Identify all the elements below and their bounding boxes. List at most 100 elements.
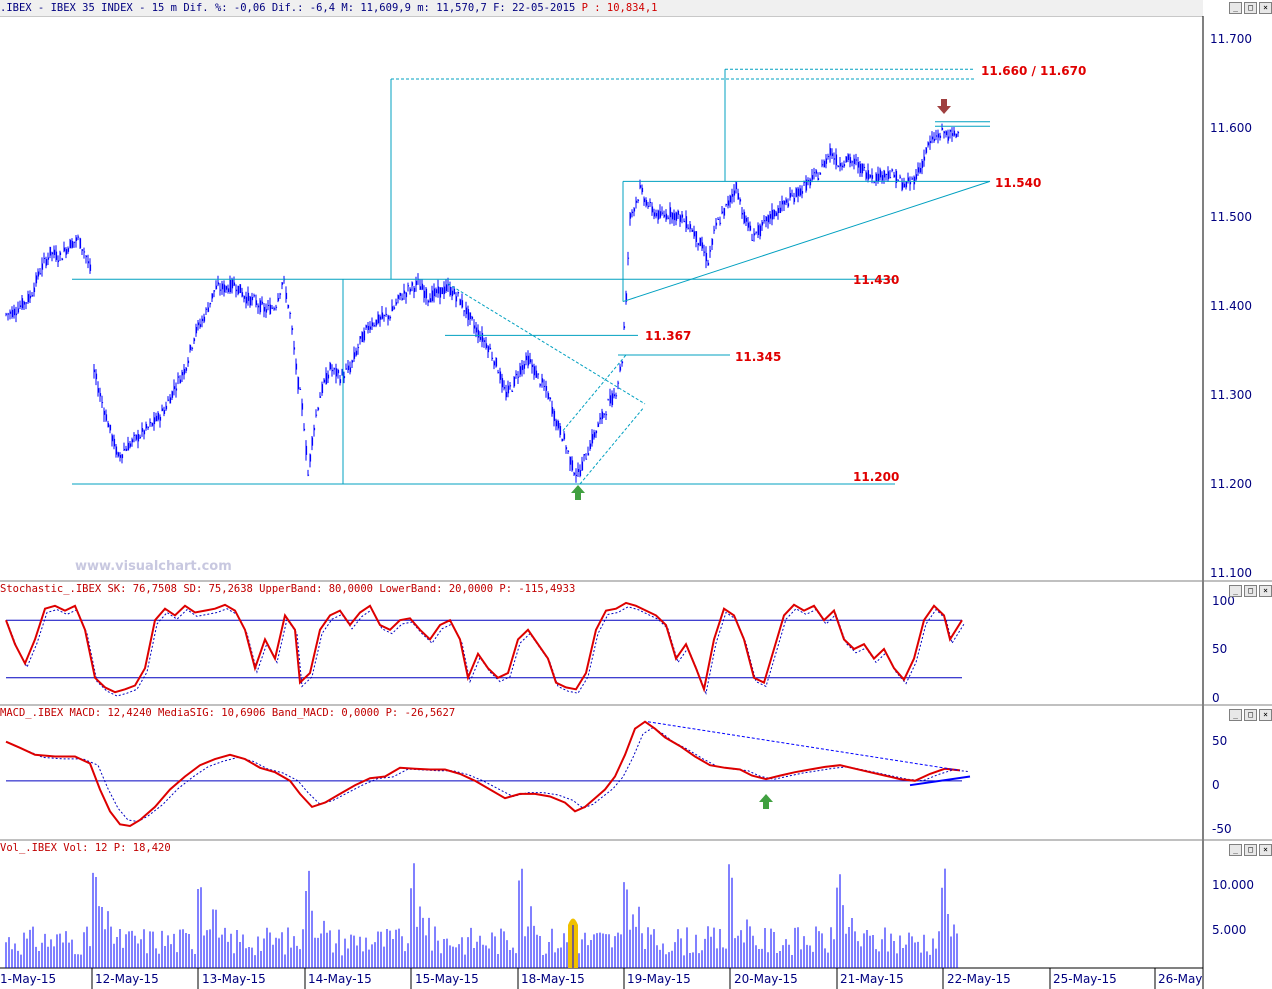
price-body xyxy=(587,453,590,456)
price-body xyxy=(749,225,752,231)
price-body xyxy=(169,397,172,404)
close-icon[interactable]: × xyxy=(1259,844,1272,856)
price-body xyxy=(425,288,428,299)
price-body xyxy=(537,373,540,375)
price-body xyxy=(795,188,798,197)
price-body xyxy=(65,249,68,255)
price-body xyxy=(19,305,22,308)
price-body xyxy=(519,366,522,375)
price-body xyxy=(255,300,258,305)
price-body xyxy=(565,447,568,450)
price-body xyxy=(419,286,422,290)
price-tick: 11.100 xyxy=(1210,566,1252,580)
price-body xyxy=(379,316,382,320)
price-body xyxy=(923,156,926,161)
price-body xyxy=(595,430,598,434)
price-body xyxy=(59,252,62,256)
price-body xyxy=(481,332,484,342)
price-body xyxy=(727,200,730,206)
price-body xyxy=(929,141,932,143)
price-body xyxy=(85,255,88,258)
price-body xyxy=(875,173,878,182)
price-body xyxy=(393,307,396,309)
price-body xyxy=(135,434,138,440)
price-body xyxy=(947,136,950,141)
price-body xyxy=(265,309,268,313)
minimize-icon[interactable]: _ xyxy=(1229,844,1242,856)
level-label-11540: 11.540 xyxy=(995,176,1041,190)
price-body xyxy=(863,166,866,168)
date-tick: 20-May-15 xyxy=(734,972,798,986)
restore-icon[interactable]: □ xyxy=(1244,844,1257,856)
price-body xyxy=(913,176,916,185)
price-body xyxy=(807,179,810,181)
price-body xyxy=(693,231,696,237)
price-body xyxy=(479,336,482,340)
price-body xyxy=(77,236,80,238)
close-icon[interactable]: × xyxy=(1259,2,1272,14)
price-body xyxy=(855,159,858,161)
sk-line xyxy=(5,601,963,694)
price-body xyxy=(377,314,380,324)
restore-icon[interactable]: □ xyxy=(1244,709,1257,721)
stoch-tick: 100 xyxy=(1212,594,1235,608)
price-body xyxy=(219,289,222,291)
price-body xyxy=(421,283,424,290)
price-body xyxy=(195,326,198,334)
price-body xyxy=(515,373,518,376)
price-body xyxy=(711,239,714,245)
price-body xyxy=(839,163,842,167)
price-body xyxy=(715,222,718,226)
price-body xyxy=(743,211,746,223)
minimize-icon[interactable]: _ xyxy=(1229,2,1242,14)
macd-trend-line xyxy=(909,775,971,787)
price-body xyxy=(741,212,744,215)
price-body xyxy=(941,127,944,130)
price-body xyxy=(859,163,862,174)
price-body xyxy=(955,133,958,138)
price-body xyxy=(551,406,554,414)
date-tick: 19-May-15 xyxy=(627,972,691,986)
restore-icon[interactable]: □ xyxy=(1244,2,1257,14)
price-body xyxy=(853,158,856,164)
vol-tick: 10.000 xyxy=(1212,878,1254,892)
price-body xyxy=(435,289,438,294)
price-body xyxy=(449,286,452,296)
price-body xyxy=(695,231,698,243)
minimize-icon[interactable]: _ xyxy=(1229,709,1242,721)
price-body xyxy=(657,210,660,220)
price-body xyxy=(937,133,940,138)
price-body xyxy=(561,438,564,442)
price-body xyxy=(573,472,576,475)
price-body xyxy=(31,295,34,297)
price-body xyxy=(555,420,558,427)
price-body xyxy=(687,227,690,229)
price-tick: 11.400 xyxy=(1210,299,1252,313)
price-body xyxy=(455,296,458,302)
price-body xyxy=(163,410,166,414)
price-body xyxy=(635,200,638,203)
restore-icon[interactable]: □ xyxy=(1244,585,1257,597)
price-body xyxy=(97,388,100,393)
macd-axis: 50 0 -50 xyxy=(1212,734,1232,836)
price-body xyxy=(753,233,756,236)
price-body xyxy=(407,285,410,287)
price-body xyxy=(901,182,904,190)
close-icon[interactable]: × xyxy=(1259,709,1272,721)
price-body xyxy=(15,313,18,316)
minimize-icon[interactable]: _ xyxy=(1229,585,1242,597)
price-body xyxy=(579,470,582,476)
stoch-header: Stochastic_.IBEX SK: 76,7508 SD: 75,2638… xyxy=(0,583,576,595)
price-body xyxy=(237,285,240,294)
price-body xyxy=(117,452,120,457)
price-body xyxy=(953,130,956,136)
instrument-label: .IBEX - IBEX 35 INDEX - 15 m xyxy=(0,2,178,14)
price-body xyxy=(487,346,490,353)
date-tick: 22-May-15 xyxy=(947,972,1011,986)
price-body xyxy=(857,162,860,168)
price-body xyxy=(427,300,430,303)
price-body xyxy=(603,413,606,415)
price-body xyxy=(641,187,644,193)
price-body xyxy=(529,359,532,363)
close-icon[interactable]: × xyxy=(1259,585,1272,597)
